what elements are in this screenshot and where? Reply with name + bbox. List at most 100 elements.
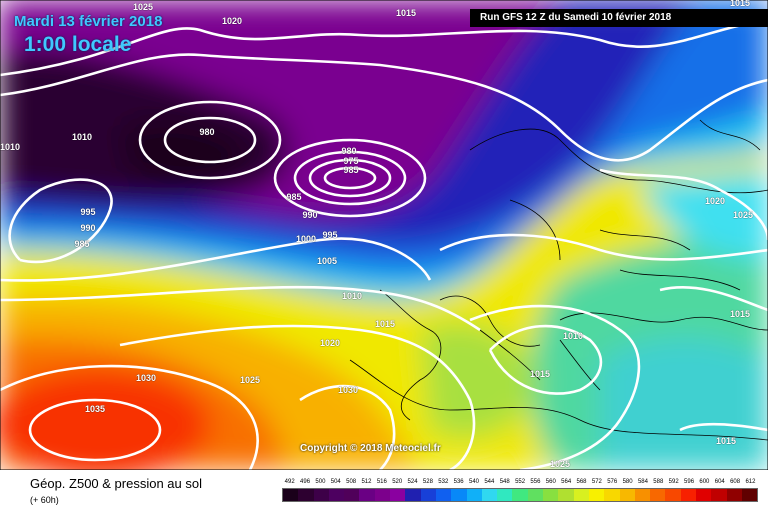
- legend-swatch: [527, 489, 544, 501]
- legend-swatch: [481, 489, 498, 501]
- pressure-label: 1000: [295, 234, 317, 244]
- legend-value: 540: [468, 479, 479, 485]
- pressure-label: 1015: [374, 319, 396, 329]
- legend-labels: 492 496 500 504 508 512 516 520 524 528 532 536 540 5…: [282, 479, 758, 488]
- map-title: Géop. Z500 & pression au sol: [30, 476, 202, 491]
- legend-value: 568: [576, 479, 587, 485]
- legend-value: 592: [668, 479, 679, 485]
- pressure-label: 985: [74, 239, 90, 249]
- legend-value: 552: [515, 479, 526, 485]
- legend-value: 548: [499, 479, 510, 485]
- legend-swatch: [374, 489, 391, 501]
- pressure-label: 1005: [316, 256, 338, 266]
- pressure-label: 995: [80, 207, 96, 217]
- legend-swatch: [619, 489, 635, 501]
- pressure-label: 1020: [221, 16, 243, 26]
- pressure-label: 985: [343, 165, 359, 175]
- pressure-label: 1025: [732, 210, 754, 220]
- pressure-label: 1025: [549, 459, 571, 469]
- coastlines: [349, 119, 768, 441]
- legend-value: 600: [699, 479, 710, 485]
- legend-value: 572: [591, 479, 602, 485]
- pressure-label: 1015: [715, 436, 737, 446]
- legend-value: 612: [745, 479, 756, 485]
- map-svg: [0, 0, 768, 470]
- legend-swatch: [634, 489, 651, 501]
- legend-swatch: [405, 489, 421, 501]
- legend-value: 604: [714, 479, 725, 485]
- legend-swatch: [313, 489, 329, 501]
- pressure-label: 1010: [0, 142, 21, 152]
- pressure-label: 1035: [84, 404, 106, 414]
- legend-swatch: [359, 489, 375, 501]
- legend-value: 580: [622, 479, 633, 485]
- forecast-date: Mardi 13 février 2018: [14, 13, 163, 30]
- legend-bar: [282, 488, 758, 502]
- legend-value: 492: [284, 479, 295, 485]
- map-footer: Géop. Z500 & pression au sol (+ 60h) 492…: [0, 470, 768, 512]
- legend-swatch: [466, 489, 482, 501]
- legend-swatch: [435, 489, 452, 501]
- legend-value: 508: [346, 479, 357, 485]
- legend-swatch: [451, 489, 467, 501]
- legend-value: 512: [361, 479, 372, 485]
- copyright-text: Copyright © 2018 Meteociel.fr: [300, 443, 441, 454]
- legend-swatch: [328, 489, 345, 501]
- pressure-label: 990: [80, 223, 96, 233]
- pressure-label: 1015: [529, 369, 551, 379]
- legend-value: 564: [561, 479, 572, 485]
- legend-swatch: [680, 489, 697, 501]
- legend-swatch: [588, 489, 605, 501]
- pressure-label: 980: [199, 127, 215, 137]
- legend-swatch: [711, 489, 727, 501]
- legend-value: 536: [453, 479, 464, 485]
- legend-value: 520: [392, 479, 403, 485]
- pressure-label: 980: [341, 146, 357, 156]
- legend-swatch: [497, 489, 513, 501]
- legend-swatch: [390, 489, 406, 501]
- pressure-label: 995: [322, 230, 338, 240]
- legend-value: 596: [684, 479, 695, 485]
- legend-value: 524: [407, 479, 418, 485]
- legend-value: 560: [545, 479, 556, 485]
- weather-map: 1025 1020 1015 1015 1010 1010 980 985 99…: [0, 0, 768, 470]
- legend-swatch: [344, 489, 360, 501]
- pressure-label: 1020: [704, 196, 726, 206]
- pressure-label: 1015: [395, 8, 417, 18]
- legend-value: 556: [530, 479, 541, 485]
- legend-value: 504: [330, 479, 341, 485]
- pressure-label: 1010: [71, 132, 93, 142]
- legend-value: 528: [422, 479, 433, 485]
- legend-swatch: [512, 489, 528, 501]
- legend-swatch: [298, 489, 314, 501]
- legend-swatch: [420, 489, 436, 501]
- legend-swatch: [696, 489, 712, 501]
- legend-swatch: [665, 489, 681, 501]
- pressure-label: 1025: [239, 375, 261, 385]
- legend-value: 588: [653, 479, 664, 485]
- pressure-label: 1015: [729, 309, 751, 319]
- pressure-label: 1030: [135, 373, 157, 383]
- legend-value: 516: [376, 479, 387, 485]
- legend-value: 496: [300, 479, 311, 485]
- legend-swatch: [283, 489, 299, 501]
- pressure-label: 1020: [319, 338, 341, 348]
- legend-swatch: [558, 489, 574, 501]
- legend-swatch: [543, 489, 559, 501]
- pressure-label: 1010: [341, 291, 363, 301]
- pressure-label: 990: [302, 210, 318, 220]
- model-run-label: Run GFS 12 Z du Samedi 10 février 2018: [470, 9, 768, 27]
- legend-value: 500: [315, 479, 326, 485]
- pressure-label: 975: [343, 156, 359, 166]
- legend-value: 544: [484, 479, 495, 485]
- legend-value: 608: [730, 479, 741, 485]
- legend-swatch: [741, 489, 758, 501]
- legend-value: 532: [438, 479, 449, 485]
- pressure-label: 985: [286, 192, 302, 202]
- legend-swatch: [726, 489, 742, 501]
- pressure-label: 1030: [337, 385, 359, 395]
- forecast-offset: (+ 60h): [30, 495, 59, 505]
- forecast-time: 1:00 locale: [24, 33, 132, 56]
- geopotential-field: [0, 0, 768, 470]
- color-legend: 492 496 500 504 508 512 516 520 524 528 532 536 540 5…: [282, 479, 758, 502]
